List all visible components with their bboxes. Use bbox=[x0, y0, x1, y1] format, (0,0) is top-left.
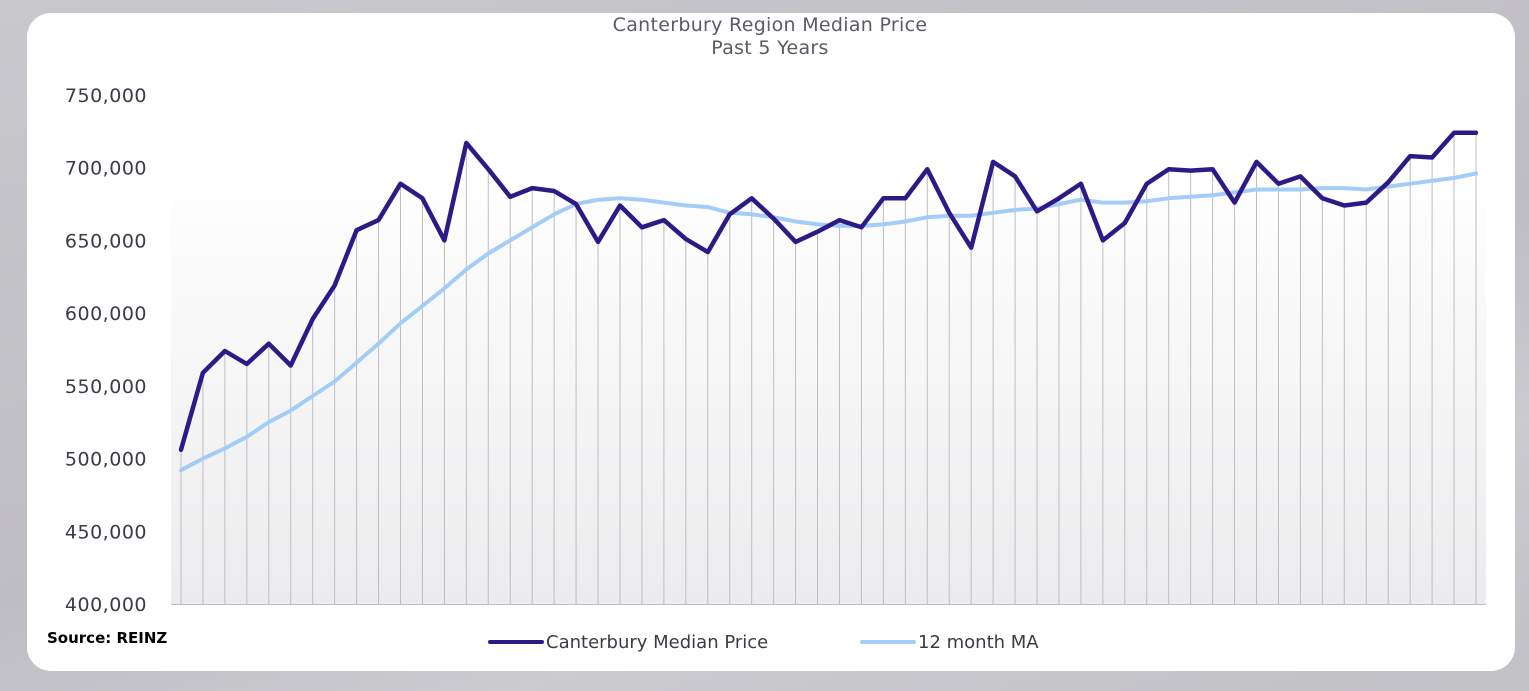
y-tick-label: 700,000 bbox=[65, 158, 147, 180]
plot-area bbox=[171, 167, 1486, 604]
y-tick-label: 550,000 bbox=[65, 376, 147, 398]
legend-swatch-median bbox=[488, 640, 544, 644]
y-tick-label: 450,000 bbox=[65, 521, 147, 543]
legend-label-ma: 12 month MA bbox=[918, 631, 1039, 653]
y-tick-label: 750,000 bbox=[65, 85, 147, 107]
chart-subtitle: Past 5 Years bbox=[711, 37, 829, 59]
series-line-median bbox=[178, 130, 1479, 453]
legend-item-ma: 12 month MA bbox=[860, 630, 1039, 654]
chart-title: Canterbury Region Median Price bbox=[612, 14, 928, 36]
legend-label-median: Canterbury Median Price bbox=[546, 631, 769, 653]
y-tick-label: 400,000 bbox=[65, 594, 147, 616]
y-tick-label: 500,000 bbox=[65, 449, 147, 471]
y-tick-label: 600,000 bbox=[65, 303, 147, 325]
legend-item-median: Canterbury Median Price bbox=[488, 630, 768, 654]
legend-swatch-ma bbox=[860, 640, 916, 644]
y-tick-label: 650,000 bbox=[65, 230, 147, 252]
chart-title-block: Canterbury Region Median Price Past 5 Ye… bbox=[0, 14, 1529, 60]
source-note: Source: REINZ bbox=[47, 629, 168, 647]
